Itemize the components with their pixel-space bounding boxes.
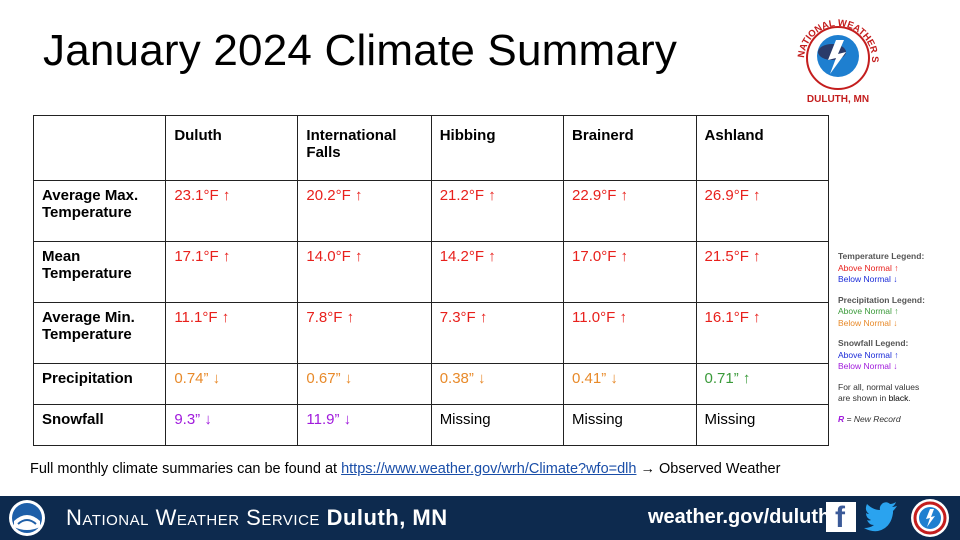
table-cell: 11.9” ↓	[297, 404, 432, 446]
table-cell: 0.41” ↓	[563, 363, 697, 405]
normals-note: For all, normal values are shown in blac…	[838, 381, 920, 404]
table-cell: 23.1°F ↑	[165, 180, 299, 242]
climate-table: Duluth International Falls Hibbing Brain…	[32, 115, 830, 446]
table-cell: 21.2°F ↑	[430, 180, 565, 242]
row-label: Snowfall	[32, 404, 167, 446]
table-cell: 0.67” ↓	[297, 363, 432, 405]
table-cell: 11.0°F ↑	[563, 302, 697, 364]
table-row: Mean Temperature 17.1°F ↑ 14.0°F ↑ 14.2°…	[32, 241, 830, 303]
column-header: Brainerd	[563, 115, 697, 181]
table-row: Snowfall 9.3” ↓ 11.9” ↓ Missing Missing …	[32, 404, 830, 446]
snowfall-legend: Snowfall Legend: Above Normal ↑ Below No…	[838, 338, 909, 371]
column-header: Ashland	[695, 115, 830, 181]
table-cell: 9.3” ↓	[165, 404, 299, 446]
legend-panel: Temperature Legend: Above Normal ↑ Below…	[838, 251, 956, 425]
table-header-row: Duluth International Falls Hibbing Brain…	[32, 115, 830, 181]
column-header: International Falls	[297, 115, 432, 181]
precipitation-legend: Precipitation Legend: Above Normal ↑ Bel…	[838, 294, 925, 328]
table-cell: 0.74” ↓	[165, 363, 299, 405]
table-cell: 0.71” ↑	[695, 363, 830, 405]
svg-text:DULUTH, MN: DULUTH, MN	[807, 94, 869, 105]
noaa-logo-icon	[9, 500, 45, 536]
site-url[interactable]: weather.gov/duluth	[648, 506, 831, 528]
nws-logo-icon	[911, 499, 949, 537]
footer-bar: National Weather Service Duluth, MN weat…	[0, 496, 960, 540]
table-cell: 14.0°F ↑	[297, 241, 432, 303]
footnote: Full monthly climate summaries can be fo…	[30, 461, 781, 477]
table-row: Average Max. Temperature 23.1°F ↑ 20.2°F…	[32, 180, 830, 242]
table-cell: 21.5°F ↑	[695, 241, 830, 303]
row-label: Average Min. Temperature	[32, 302, 167, 364]
table-cell: 16.1°F ↑	[695, 302, 830, 364]
row-label: Mean Temperature	[32, 241, 167, 303]
table-cell: 0.38” ↓	[430, 363, 565, 405]
new-record-note: R = New Record	[838, 413, 901, 424]
twitter-icon[interactable]	[864, 502, 898, 532]
table-cell: 26.9°F ↑	[695, 180, 830, 242]
table-cell: 7.3°F ↑	[430, 302, 565, 364]
table-cell: 17.1°F ↑	[165, 241, 299, 303]
climate-link[interactable]: https://www.weather.gov/wrh/Climate?wfo=…	[341, 461, 637, 477]
table-row: Average Min. Temperature 11.1°F ↑ 7.8°F …	[32, 302, 830, 364]
row-label: Precipitation	[32, 363, 167, 405]
column-header: Hibbing	[430, 115, 565, 181]
table-cell: 7.8°F ↑	[297, 302, 432, 364]
column-header: Duluth	[165, 115, 299, 181]
table-cell: Missing	[430, 404, 565, 446]
table-cell: Missing	[695, 404, 830, 446]
page-title: January 2024 Climate Summary	[43, 26, 678, 75]
table-cell: 20.2°F ↑	[297, 180, 432, 242]
table-cell: 17.0°F ↑	[563, 241, 697, 303]
table-cell: 22.9°F ↑	[563, 180, 697, 242]
org-name: National Weather Service Duluth, MN	[66, 505, 448, 530]
table-cell: Missing	[563, 404, 697, 446]
facebook-icon[interactable]: f	[826, 501, 856, 534]
table-cell: 11.1°F ↑	[165, 302, 299, 364]
temperature-legend: Temperature Legend: Above Normal ↑ Below…	[838, 251, 925, 284]
table-cell: 14.2°F ↑	[430, 241, 565, 303]
row-label: Average Max. Temperature	[32, 180, 167, 242]
corner-cell	[32, 115, 167, 181]
nws-duluth-logo: NATIONAL WEATHER SERVICE DULUTH, MN	[790, 10, 880, 105]
table-row: Precipitation 0.74” ↓ 0.67” ↓ 0.38” ↓ 0.…	[32, 363, 830, 405]
